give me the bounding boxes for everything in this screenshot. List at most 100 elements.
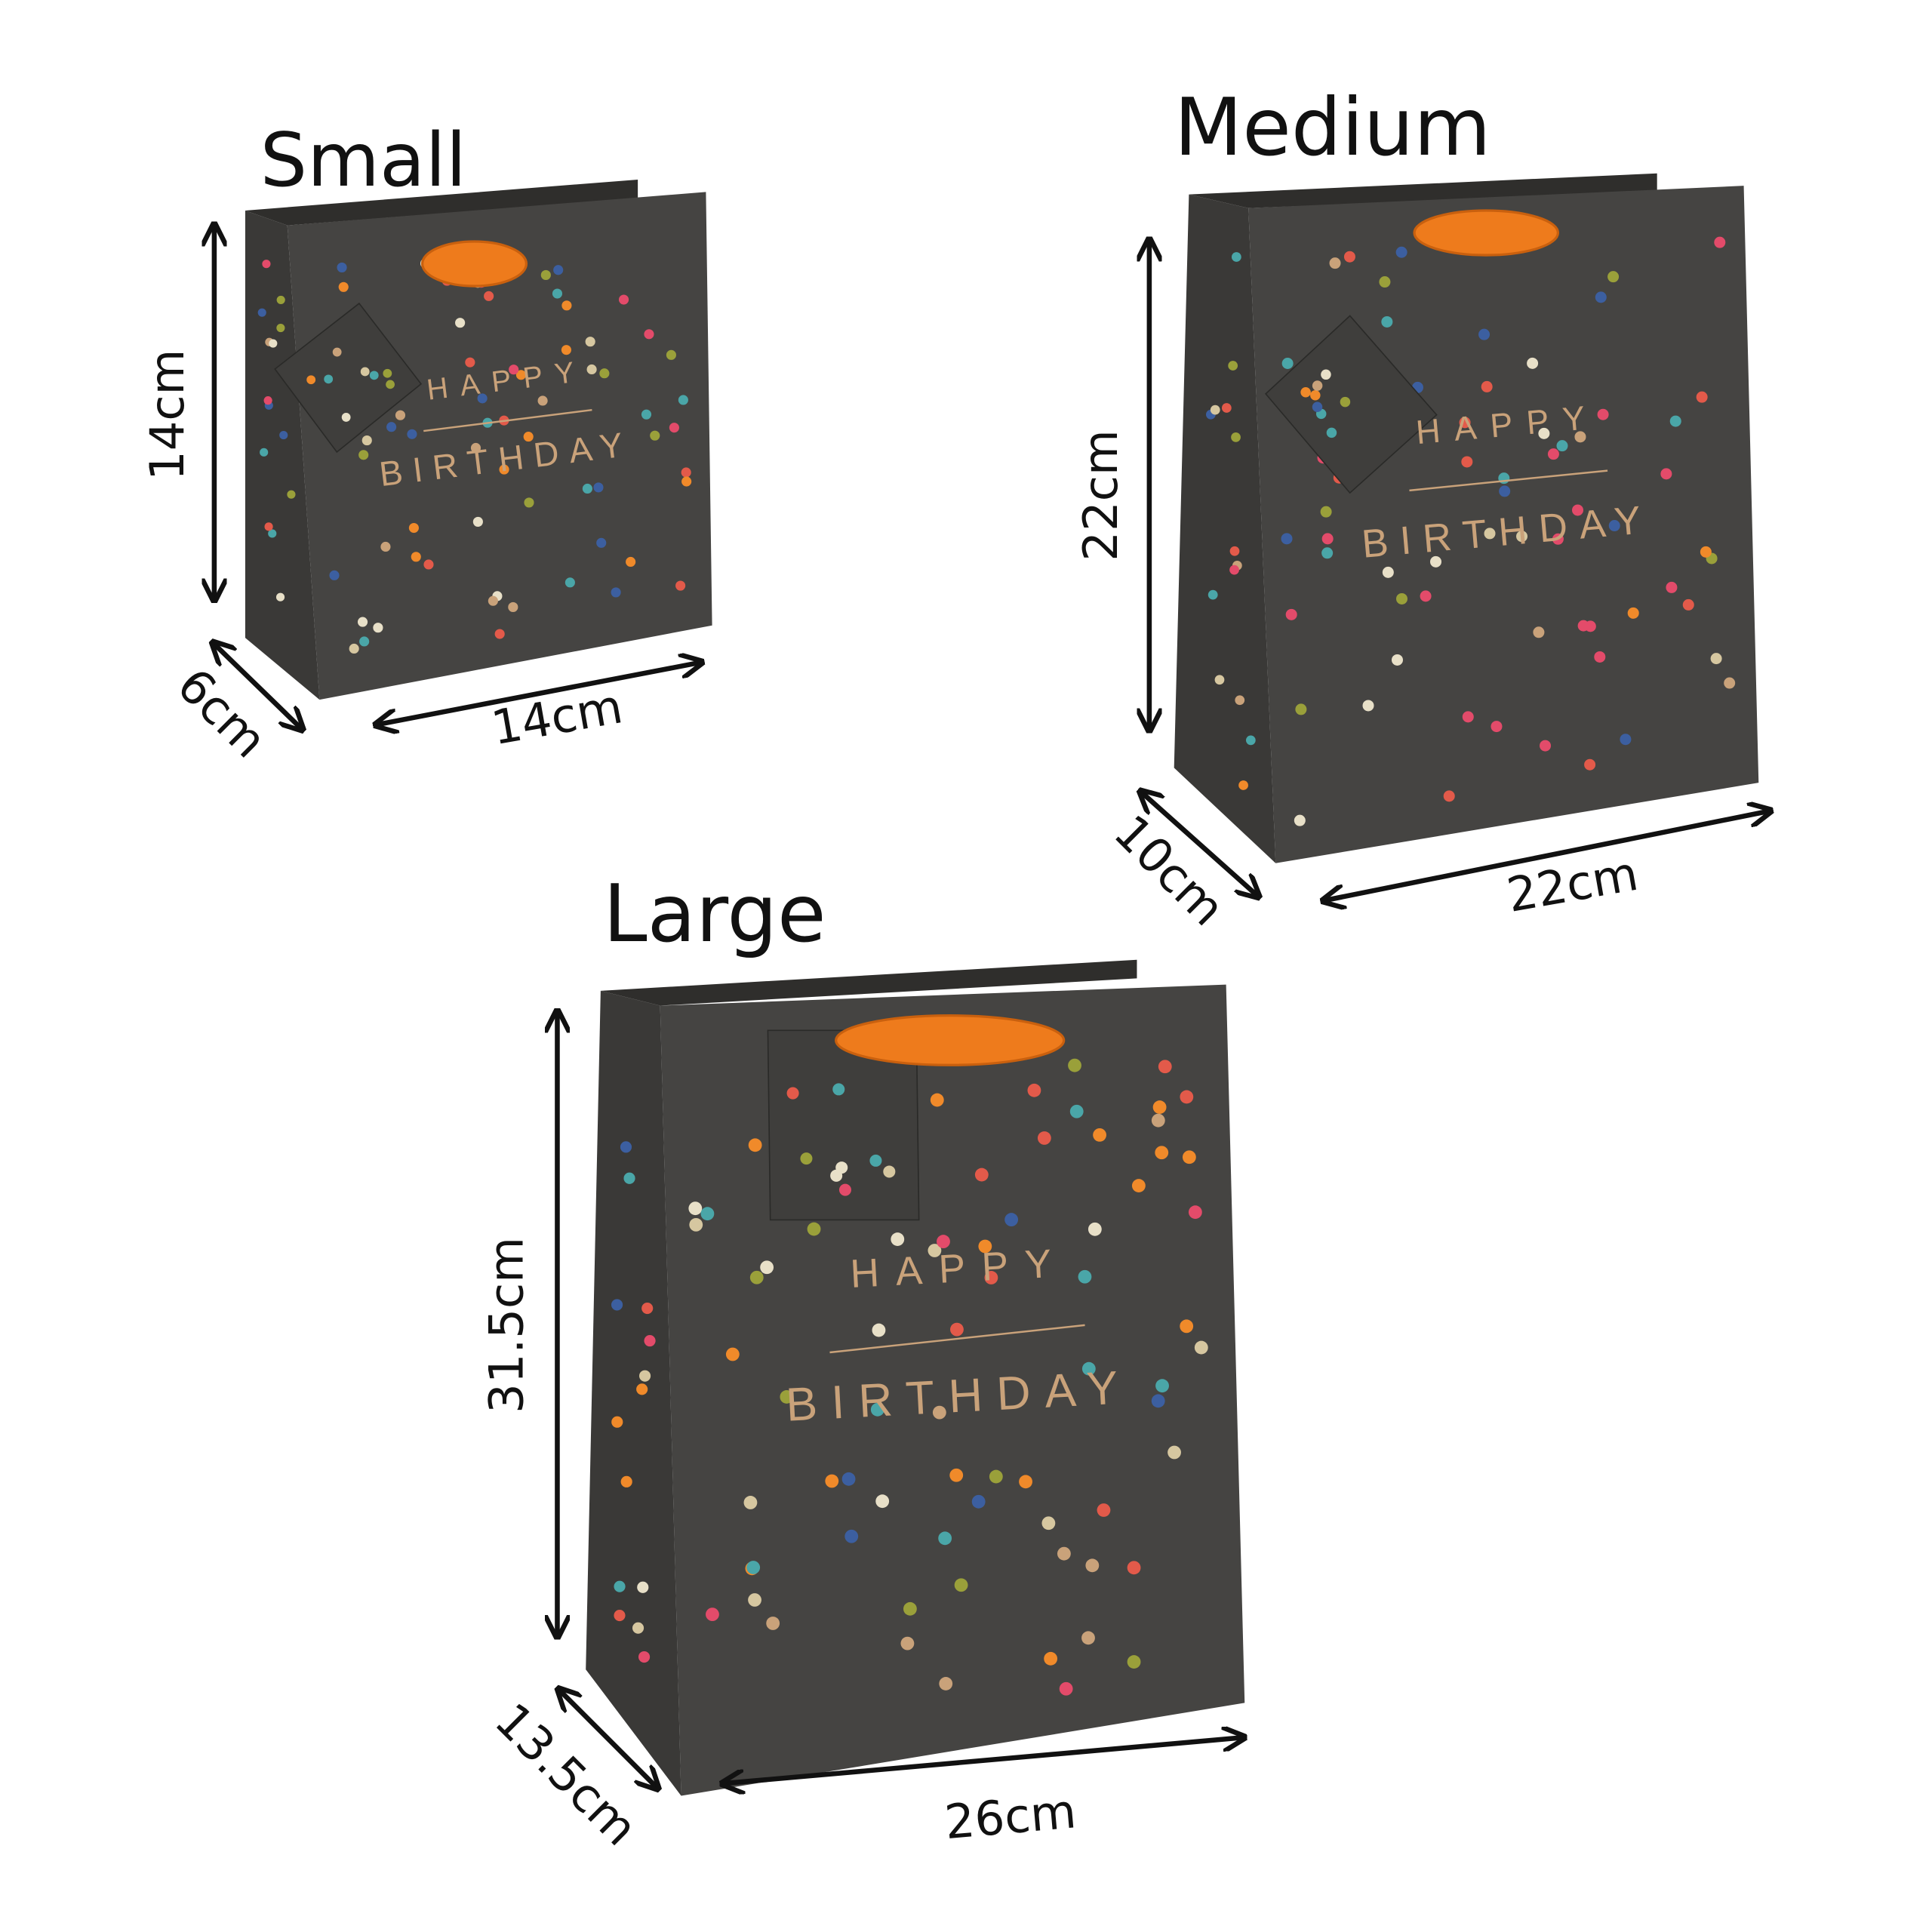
dot (746, 1561, 761, 1574)
dot (844, 1529, 859, 1543)
greeting-rule (829, 1324, 1085, 1354)
dot (1484, 528, 1496, 540)
dot (1321, 533, 1334, 545)
greeting-rule (423, 408, 592, 432)
dot (423, 559, 434, 570)
depth-arrow (1142, 792, 1257, 895)
dot (748, 1593, 761, 1607)
size-title: Large (603, 868, 826, 960)
dot (928, 1244, 942, 1257)
dot (650, 430, 660, 441)
dot (257, 308, 266, 317)
dot (932, 1405, 946, 1420)
dot (472, 516, 483, 527)
dot (780, 1390, 794, 1404)
dot (268, 529, 277, 538)
dot (1696, 391, 1708, 403)
dot (1155, 1146, 1169, 1160)
dot (1538, 427, 1550, 439)
dot (1214, 675, 1225, 685)
dot (508, 601, 518, 613)
dot (641, 1302, 654, 1315)
bag-front (287, 192, 712, 700)
dot (586, 364, 597, 375)
dot (383, 368, 392, 378)
dot (1321, 547, 1334, 559)
dot (596, 537, 607, 548)
dot (766, 1617, 780, 1630)
dot (1556, 440, 1568, 452)
dot (971, 1494, 986, 1509)
dot (1362, 700, 1374, 712)
dot (1180, 1319, 1194, 1334)
dot (611, 587, 621, 598)
gift-tag (274, 302, 423, 454)
dot (263, 396, 272, 405)
dot (1459, 417, 1471, 429)
dot (1491, 721, 1503, 733)
dot (1594, 651, 1606, 663)
dot (725, 1347, 740, 1361)
dot (1069, 1104, 1084, 1118)
dot (262, 260, 271, 269)
dot (688, 1201, 703, 1216)
dot (620, 1141, 632, 1153)
dot (1194, 1340, 1208, 1355)
ribbon (420, 240, 528, 288)
dot (593, 482, 604, 493)
dot (1182, 1150, 1196, 1164)
dot (1710, 653, 1722, 665)
dot (260, 448, 269, 457)
dot (841, 1472, 856, 1486)
size-title: Small (260, 118, 466, 204)
bag-side (586, 990, 681, 1796)
gift-tag (1264, 315, 1438, 494)
dot (1221, 403, 1232, 413)
dot (614, 1580, 626, 1592)
dot (838, 1183, 851, 1196)
dot (408, 522, 419, 534)
dot (264, 522, 273, 531)
dot (1310, 390, 1321, 401)
dot (1572, 504, 1584, 516)
dot (1041, 1516, 1056, 1531)
dot (883, 1165, 896, 1178)
bag-back (1189, 173, 1657, 208)
depth-label: 10cm (1103, 804, 1235, 937)
dot (1093, 1128, 1106, 1142)
dot (1229, 565, 1239, 575)
dot (329, 570, 340, 580)
dot (903, 1601, 917, 1616)
dot (1547, 448, 1559, 460)
dot (1127, 1655, 1141, 1669)
dot (1152, 1100, 1167, 1114)
dot (626, 556, 636, 568)
dot (825, 1474, 839, 1488)
dot (636, 1383, 648, 1395)
dot (641, 409, 652, 420)
dot (807, 1222, 821, 1236)
dot (800, 1152, 813, 1165)
dot (494, 629, 505, 639)
dot (465, 357, 475, 368)
dot (1180, 1090, 1194, 1104)
dot (1552, 533, 1564, 545)
dot (1481, 380, 1493, 392)
dot (395, 410, 406, 420)
dot (269, 339, 278, 348)
dot (455, 318, 466, 328)
dot (938, 1531, 952, 1546)
dot (341, 413, 351, 422)
dot (1321, 369, 1331, 380)
dot (349, 643, 359, 654)
dot (515, 370, 526, 380)
dot (1151, 1113, 1165, 1128)
dot (1340, 396, 1351, 408)
dot (1395, 592, 1407, 605)
dot (275, 592, 285, 601)
dot (632, 1622, 645, 1634)
dot (1168, 1445, 1181, 1460)
dot (1044, 1651, 1058, 1666)
